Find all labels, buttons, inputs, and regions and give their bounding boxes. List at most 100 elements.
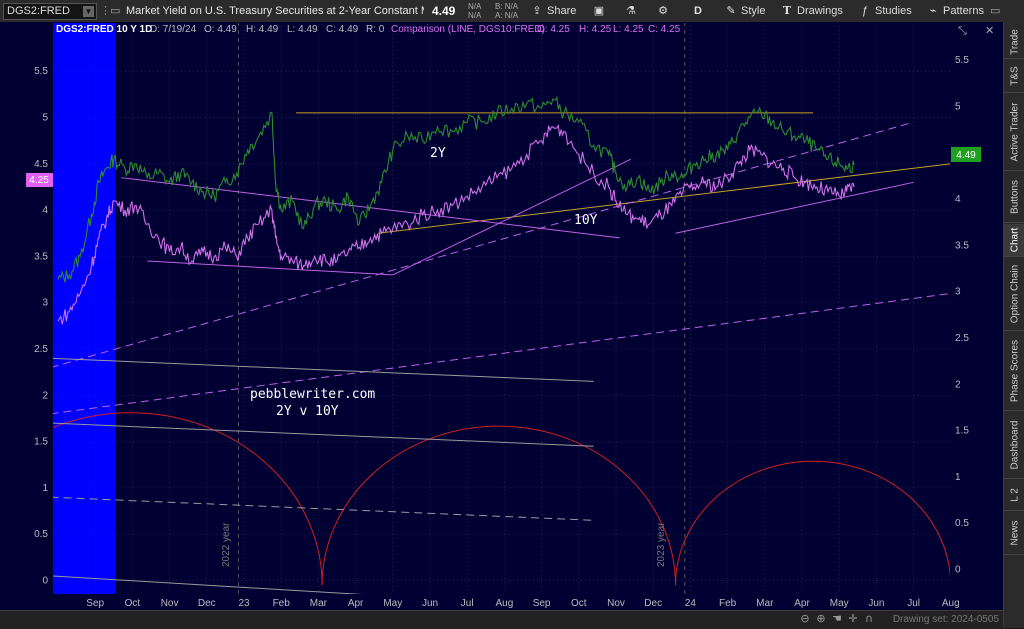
pin-icon[interactable]: ▭ [110,5,120,17]
bar-date: D: 7/19/24 [150,24,197,35]
sidebar-tab-l-2[interactable]: L 2 [1004,480,1024,511]
y-tick-right: 5.5 [955,55,969,66]
trendline [53,422,594,447]
y-tick-left: 4 [42,205,48,216]
price-tag-2y: 4.49 [951,147,981,162]
y-tick-left: 2.5 [34,344,48,355]
cmp-high: H: 4.25 [579,24,612,35]
trendline [53,575,363,594]
studies-icon: ƒ [861,5,869,17]
x-tick: Aug [942,598,960,609]
zoom-out-icon[interactable]: ⊖ [800,612,810,625]
cmp-close: C: 4.25 [648,24,681,35]
y-tick-right: 5 [955,102,961,113]
magnet-icon[interactable]: ∩ [864,612,874,625]
drawings-button[interactable]: T Drawings [780,0,843,22]
label-2y: 2Y [430,146,446,161]
chevron-down-icon: ▼ [83,6,94,17]
x-tick: Apr [348,598,364,609]
period-selector[interactable]: D [694,5,702,17]
hand-icon[interactable]: ☚ [832,612,842,625]
sidebar-tab-label: Phase Scores [1009,339,1020,403]
y-tick-right: 1.5 [955,426,969,437]
sidebar-tab-phase-scores[interactable]: Phase Scores [1004,332,1024,411]
year-2023-label: 2023 year [656,522,667,567]
gear-icon: ⚙ [658,5,668,17]
bar-low: L: 4.49 [287,24,318,35]
y-tick-right: 3 [955,287,961,298]
x-tick: 23 [238,598,250,609]
menu-icon[interactable]: ⋮ [100,5,108,17]
label-10y: 10Y [574,213,598,228]
studies-label: Studies [875,5,912,17]
y-tick-left: 2 [42,390,48,401]
x-tick: Aug [496,598,514,609]
text-tool-icon: T [782,4,792,17]
settings-button[interactable]: ⚙ [656,0,673,22]
studies-button[interactable]: ƒ Studies [858,0,912,22]
axes: 000.50.5111.51.5222.52.5333.53.5444.54.5… [34,55,969,609]
chart-background [0,22,1003,610]
sidebar-tab-label: Trade [1009,29,1020,55]
x-tick: Nov [161,598,179,609]
symbol-text: DGS2:FRED [7,5,70,17]
y-tick-left: 3.5 [34,251,48,262]
bar-close: C: 4.49 [326,24,359,35]
x-tick: Nov [607,598,625,609]
bar-range: R: 0 [366,24,385,35]
sidebar-tab-label: News [1009,520,1020,546]
sidebar-tab-label: Dashboard [1009,420,1020,470]
sidebar-tab-option-chain[interactable]: Option Chain [1004,258,1024,331]
sidebar-tab-label: Chart [1009,227,1020,253]
patterns-button[interactable]: ⌁ Patterns [926,0,984,22]
price-chart[interactable]: 000.50.5111.51.5222.52.5333.53.5444.54.5… [0,22,1003,610]
sidebar-tab-news[interactable]: News [1004,512,1024,555]
x-tick: Apr [794,598,810,609]
y-tick-left: 0.5 [34,529,48,540]
chart-title: DGS2:FRED 10 Y 1D [56,24,152,35]
series-lines [57,95,855,325]
grid-layer [53,23,950,594]
y-tick-left: 0 [42,576,48,587]
close-icon[interactable]: ✕ [985,24,994,37]
zoom-in-icon[interactable]: ⊕ [816,612,826,625]
y-tick-right: 2.5 [955,333,969,344]
sidebar-tab-t-s[interactable]: T&S [1004,60,1024,93]
flask-button[interactable]: ⚗ [624,0,641,22]
sidebar-tab-label: L 2 [1009,488,1020,502]
snapshot-button[interactable]: ▣ [592,0,609,22]
share-button[interactable]: ⇪ Share [530,0,576,22]
y-tick-left: 3 [42,298,48,309]
sidebar-tab-trade[interactable]: Trade [1004,26,1024,59]
price-tag-10y: 4.25 [26,173,53,187]
y-tick-left: 1.5 [34,437,48,448]
sidebar-tab-active-trader[interactable]: Active Trader [1004,94,1024,171]
y-tick-right: 1 [955,472,961,483]
drawings-label: Drawings [797,5,843,17]
bid-ask-values: B: N/A A: N/A [495,2,518,20]
x-tick: Jun [868,598,884,609]
symbol-selector[interactable]: DGS2:FRED ▼ [3,3,97,20]
series-line-2y [57,95,855,283]
x-tick: May [383,598,402,609]
style-button[interactable]: ✎ Style [724,0,765,22]
more-icon[interactable]: ▭ [990,5,1001,17]
cycle-arcs [53,412,950,586]
x-tick: May [830,598,849,609]
bar-high: H: 4.49 [246,24,279,35]
left-axis-area [0,22,53,610]
crosshair-icon[interactable]: ✛ [848,612,858,625]
change-values: N/A N/A [468,2,481,20]
sidebar-tab-buttons[interactable]: Buttons [1004,172,1024,223]
highlight-band [53,23,116,594]
x-tick: Sep [533,598,551,609]
x-tick: Jun [422,598,438,609]
y-tick-right: 3.5 [955,240,969,251]
sidebar-tab-chart[interactable]: Chart [1004,224,1024,257]
site-label: pebblewriter.com [250,387,375,402]
expand-icon[interactable]: ⤡ [958,24,967,37]
sidebar-tab-dashboard[interactable]: Dashboard [1004,412,1024,479]
share-label: Share [547,5,577,17]
sidebar-tab-label: T&S [1009,66,1020,86]
x-tick: 24 [685,598,697,609]
